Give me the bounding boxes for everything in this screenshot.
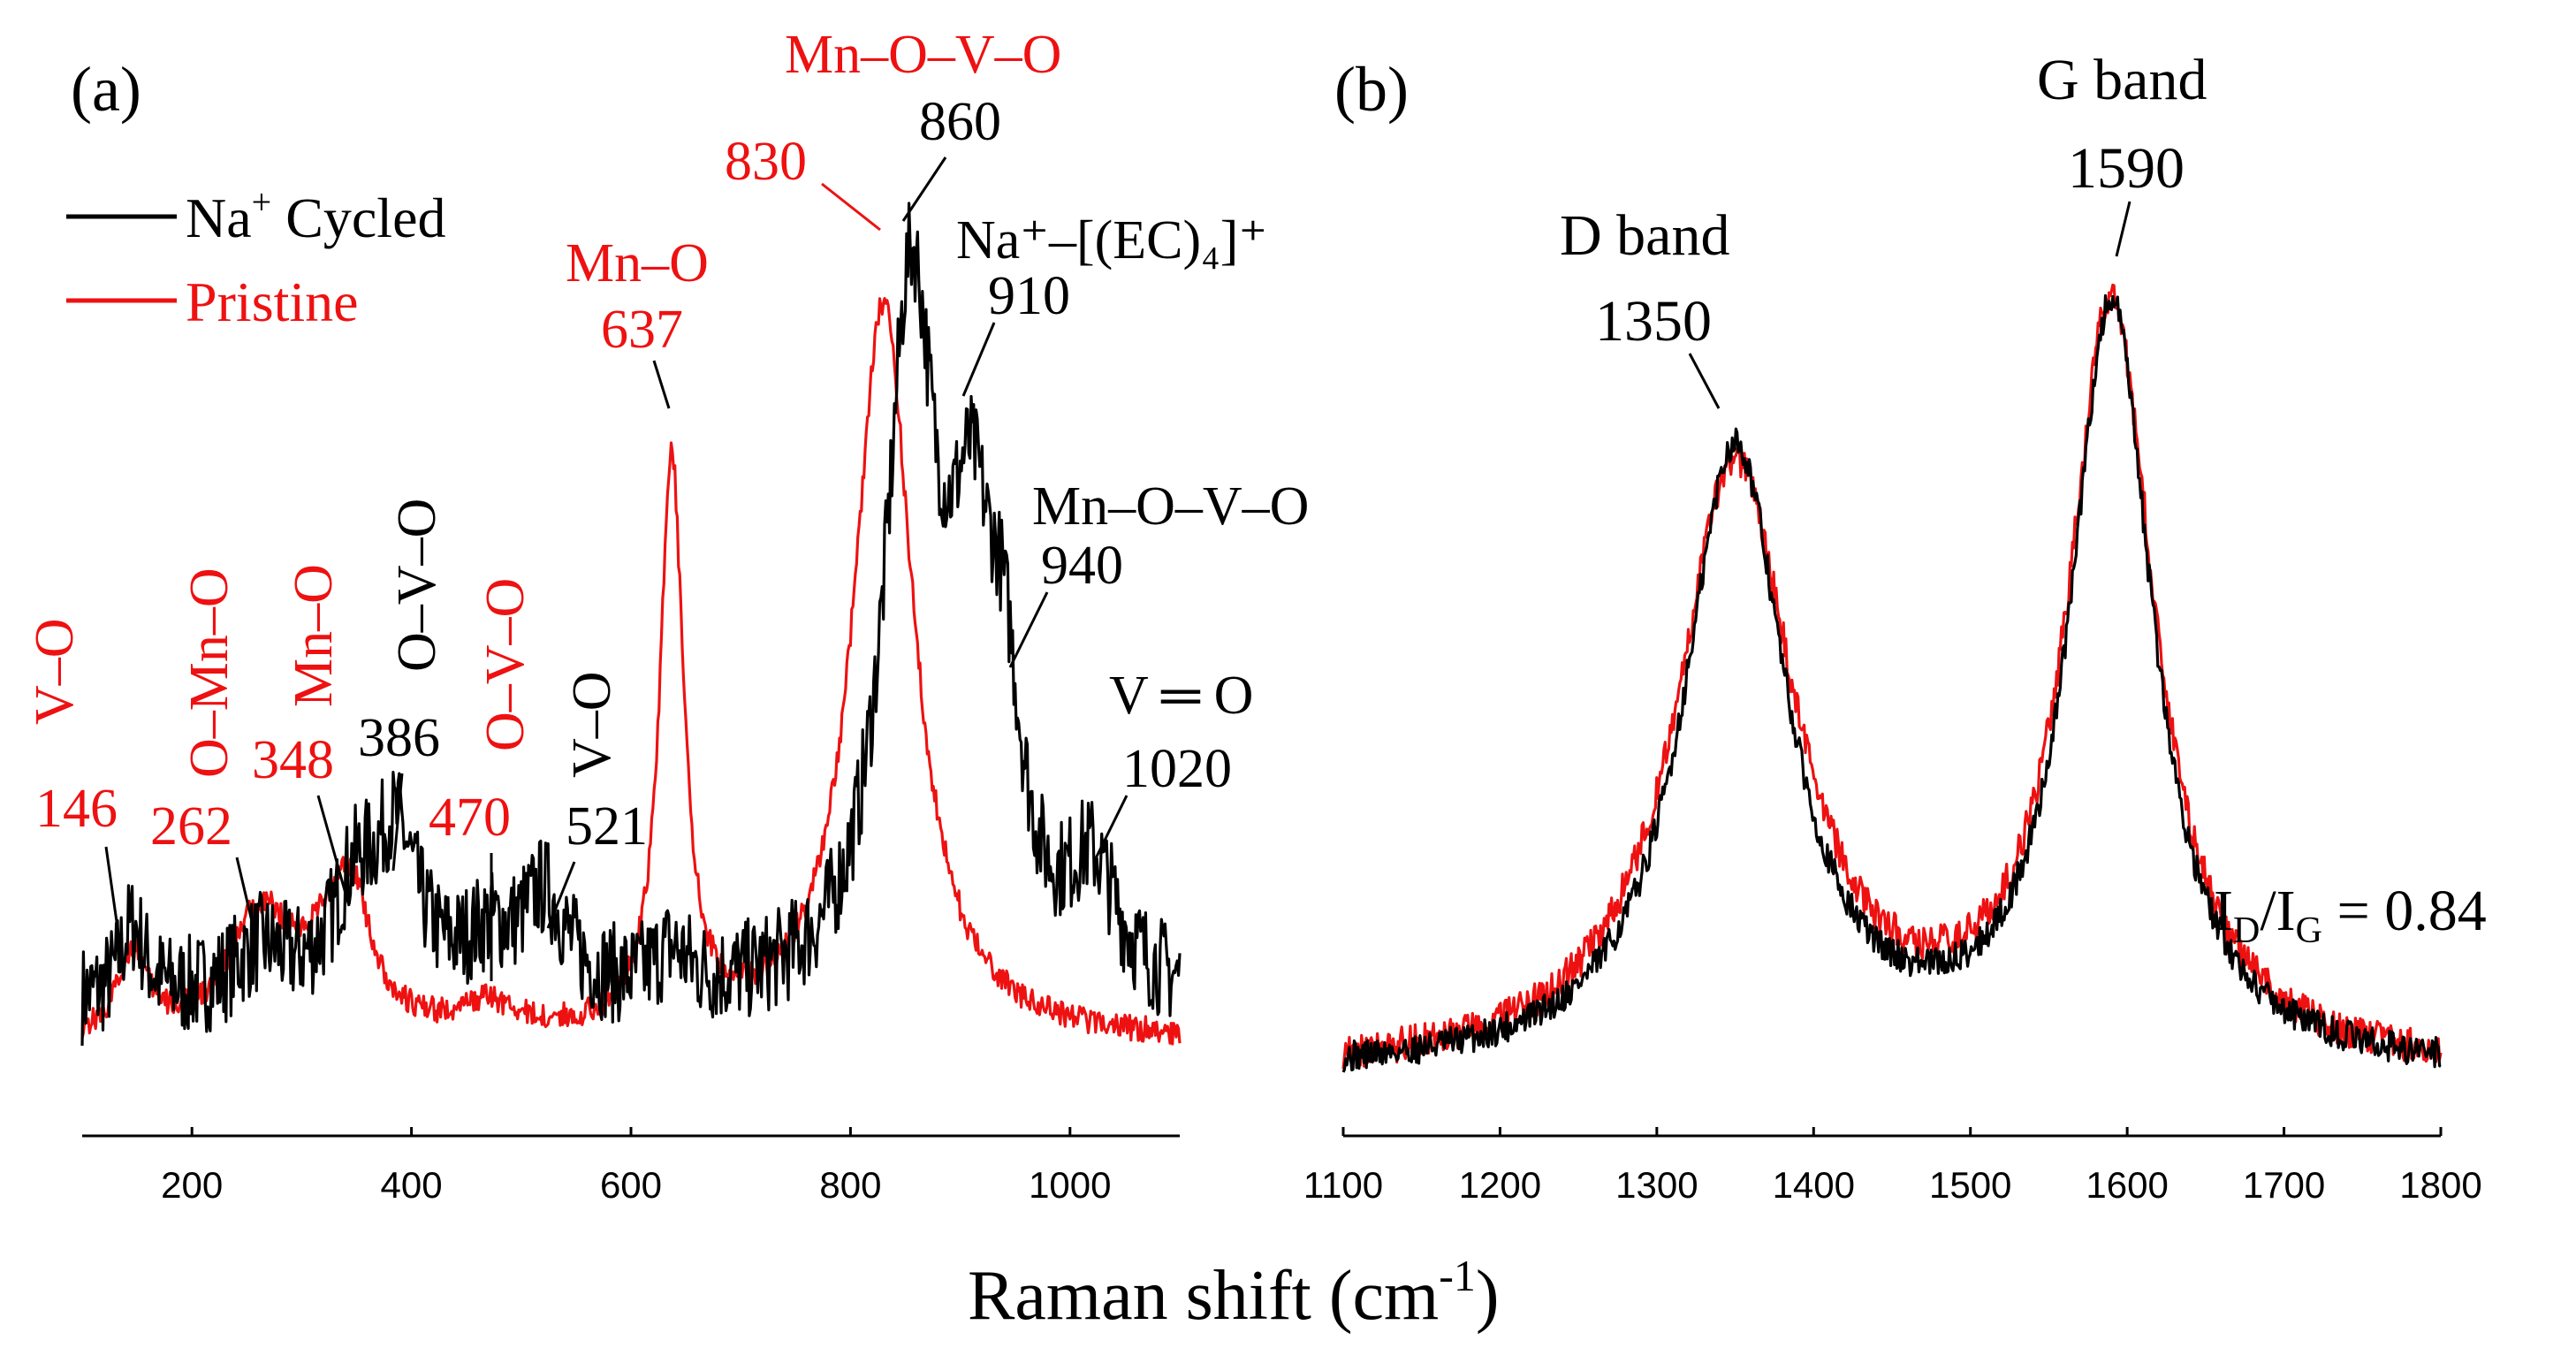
annot-262-name: O–Mn–O (179, 567, 239, 778)
panel-b-series-cycled (1341, 293, 2442, 1073)
annot-d-band-value: 1350 (1595, 289, 1712, 354)
panel-b-x-ticks: 1100 1200 1300 1400 1500 1600 1700 1800 (1303, 1127, 2482, 1206)
x-tick-label: 800 (819, 1164, 881, 1206)
annot-146-name: V–O (25, 618, 85, 725)
x-tick-label: 1200 (1459, 1164, 1541, 1206)
annot-mnovo-red: Mn–O–V–O (785, 25, 1061, 85)
panel-b-annotations: D band 1350 G band 1590 ID/IG = 0.84 (1560, 48, 2487, 951)
x-tick-label: 1100 (1303, 1164, 1383, 1206)
annot-940-leader (1008, 591, 1049, 668)
legend-label-cycled: Na+ Cycled (186, 182, 445, 249)
annot-910-name: Na⁺–[(EC)₄]⁺ (956, 210, 1267, 270)
annot-146-value: 146 (35, 779, 118, 839)
annot-637-name: Mn–O (566, 233, 709, 293)
annot-470-value: 470 (429, 788, 511, 848)
annot-1020-leader (1092, 795, 1128, 863)
x-tick-label: 400 (381, 1164, 443, 1206)
panel-a: (a) 200 400 600 800 1000 Na+ Cycled Pristine… (25, 25, 1309, 1206)
annot-910-value: 910 (988, 266, 1070, 326)
legend-label-pristine: Pristine (186, 270, 359, 333)
panel-b: (b) 1100 1200 1300 1400 1500 1600 1700 1800 D b… (1303, 48, 2487, 1206)
annot-d-band-name: D band (1560, 203, 1729, 268)
annot-940-name: Mn–O–V–O (1032, 476, 1309, 537)
annot-386-name: O–V–O (387, 499, 447, 672)
annot-348-value: 348 (252, 730, 334, 790)
annot-521-name: V–O (562, 671, 622, 778)
x-tick-label: 1700 (2243, 1164, 2325, 1206)
annot-146-leader (104, 846, 124, 960)
annot-830-leader (821, 182, 881, 232)
annot-262-leader (235, 857, 256, 933)
annot-348-leader (316, 795, 351, 907)
annot-637-leader (652, 360, 671, 409)
x-tick-label: 200 (161, 1164, 223, 1206)
annot-940-value: 940 (1041, 536, 1123, 596)
x-tick-label: 1300 (1615, 1164, 1698, 1206)
annot-521-value: 521 (566, 796, 648, 857)
annot-386-value: 386 (358, 708, 440, 768)
annot-1020-value: 1020 (1122, 739, 1232, 799)
annot-860-value: 860 (919, 92, 1001, 152)
panel-a-annotations: V–O 146 O–Mn–O 262 Mn–O 348 O–V–O 386 O–… (25, 25, 1309, 981)
annot-470-name: O–V–O (475, 578, 536, 751)
annot-262-value: 262 (150, 796, 232, 857)
x-tick-label: 1500 (1929, 1164, 2011, 1206)
annot-348-name: Mn–O (284, 564, 344, 707)
annot-637-value: 637 (601, 300, 683, 360)
annot-d-band-leader (1688, 353, 1721, 409)
panel-b-label: (b) (1334, 54, 1409, 125)
annot-521-leader (546, 861, 576, 929)
x-tick-label: 1600 (2086, 1164, 2168, 1206)
x-tick-label: 1000 (1029, 1164, 1111, 1206)
panel-b-series (1341, 283, 2443, 1073)
x-tick-label: 1800 (2399, 1164, 2481, 1206)
annot-g-band-leader (2115, 201, 2131, 257)
x-tick-label: 600 (600, 1164, 662, 1206)
annot-g-band-name: G band (2037, 48, 2207, 112)
ratio-label: ID/IG = 0.84 (2214, 879, 2487, 951)
x-axis-title: Raman shift (cm-1) (968, 1251, 1500, 1335)
x-tick-label: 1400 (1773, 1164, 1855, 1206)
annot-386-leader (391, 773, 404, 872)
panel-a-series-cycled (80, 202, 1182, 1047)
panel-a-x-ticks: 200 400 600 800 1000 (161, 1127, 1112, 1206)
annot-910-leader (961, 322, 996, 397)
annot-g-band-value: 1590 (2068, 136, 2185, 201)
annot-1020-name: V ═ O (1109, 666, 1253, 726)
panel-a-label: (a) (71, 54, 141, 125)
annot-860-leader (901, 156, 947, 222)
annot-830-value: 830 (725, 132, 807, 192)
legend: Na+ Cycled Pristine (66, 182, 445, 333)
panel-a-series (80, 202, 1182, 1047)
